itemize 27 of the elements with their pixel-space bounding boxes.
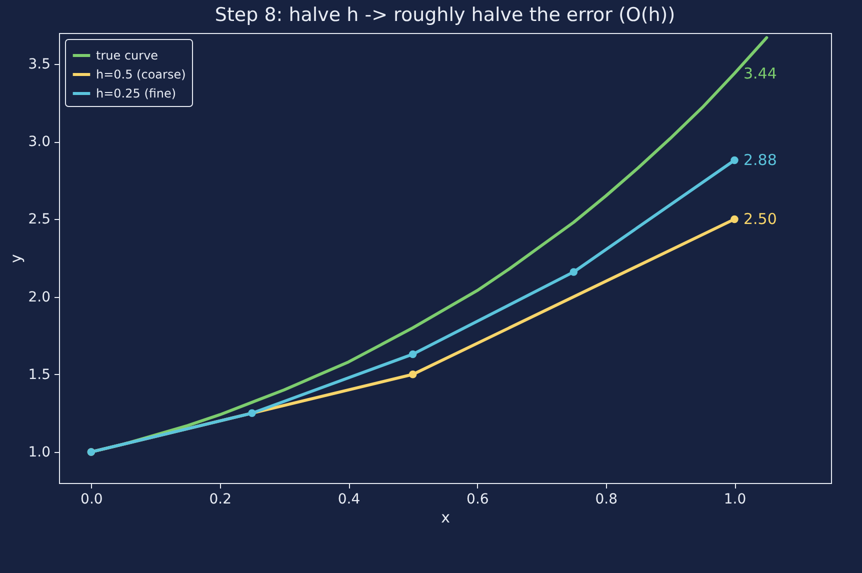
y-tick-label: 1.5 bbox=[28, 366, 50, 383]
x-tick-label: 0.2 bbox=[209, 492, 232, 508]
data-label: 2.88 bbox=[744, 151, 777, 170]
legend-label: h=0.25 (fine) bbox=[96, 86, 176, 100]
point bbox=[408, 370, 417, 378]
point bbox=[248, 409, 256, 418]
chart-title: Step 8: halve h -> roughly halve the error (O(h)) bbox=[214, 4, 676, 26]
y-tick-label: 2.0 bbox=[28, 289, 50, 306]
x-tick-label: 0.6 bbox=[466, 492, 489, 508]
x-tick-label: 0.8 bbox=[595, 492, 618, 508]
y-tick-label: 3.0 bbox=[28, 134, 50, 150]
legend-label: h=0.5 (coarse) bbox=[96, 68, 186, 82]
y-tick-label: 1.0 bbox=[28, 444, 50, 460]
y-tick-label: 3.5 bbox=[28, 56, 50, 73]
x-tick-label: 0.4 bbox=[338, 492, 360, 508]
point bbox=[730, 215, 738, 224]
y-axis-title: y bbox=[7, 254, 26, 263]
x-tick-label: 0.0 bbox=[80, 492, 103, 508]
point bbox=[730, 156, 738, 164]
data-label: 2.50 bbox=[744, 210, 777, 228]
point bbox=[570, 268, 578, 276]
x-axis-title: x bbox=[441, 508, 450, 526]
data-label: 3.44 bbox=[744, 64, 777, 82]
point bbox=[408, 350, 417, 358]
y-tick-label: 2.5 bbox=[28, 212, 50, 228]
x-tick-label: 1.0 bbox=[724, 492, 746, 508]
legend-label: true curve bbox=[96, 48, 158, 62]
